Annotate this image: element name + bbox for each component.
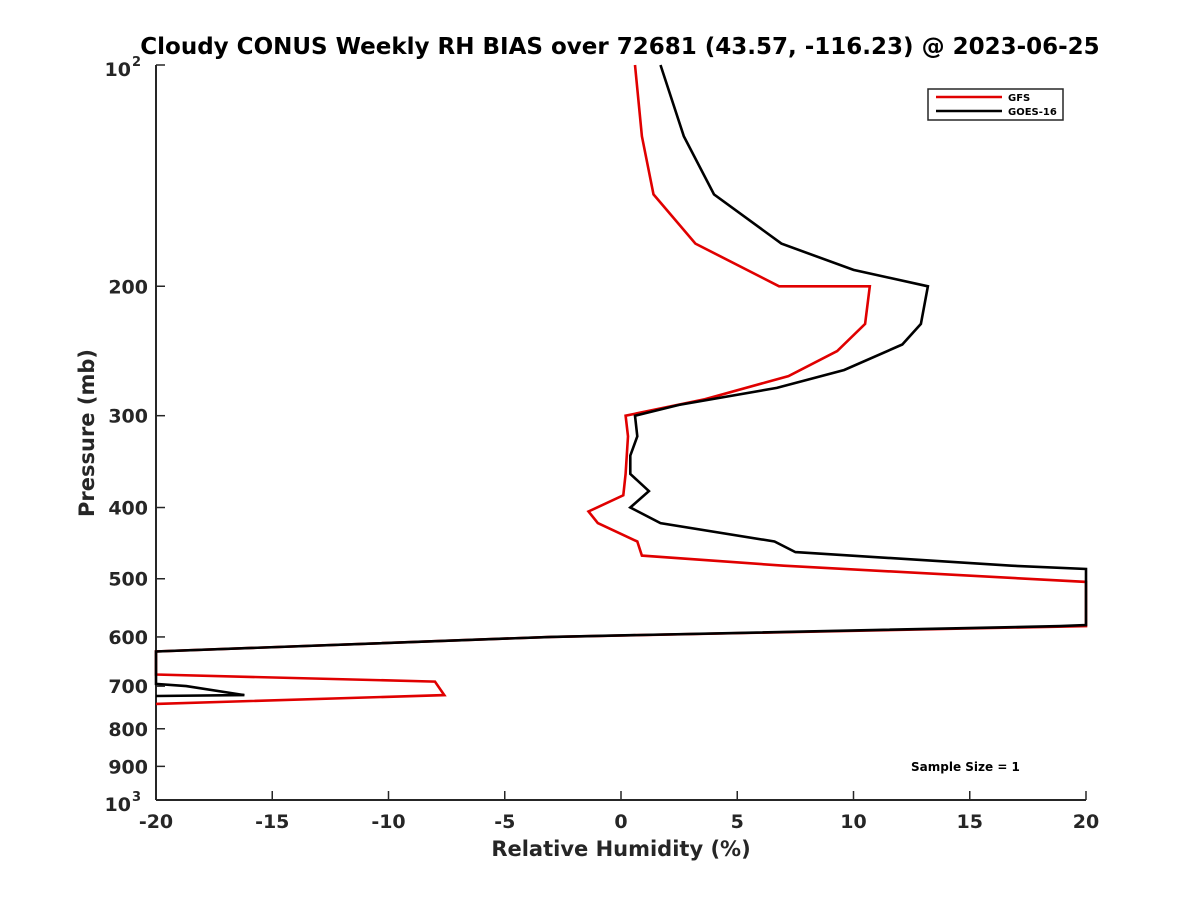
y-tick-label-exponent: 2 xyxy=(132,55,141,70)
x-tick-label: 10 xyxy=(840,811,866,833)
x-tick-label: 15 xyxy=(957,811,983,833)
x-tick-layer: -20 -15 -10 -5 0 5 10 15 20 xyxy=(139,791,1099,833)
x-tick-label: -20 xyxy=(139,811,173,833)
series-line-gfs xyxy=(154,64,1088,706)
y-tick-label-base: 10 xyxy=(105,59,131,81)
x-tick-label: -5 xyxy=(494,811,515,833)
series-line-goes16 xyxy=(154,64,1088,698)
y-tick-label: 500 xyxy=(108,569,148,591)
y-tick-label-base: 10 xyxy=(105,794,131,816)
x-tick-label: -15 xyxy=(255,811,289,833)
chart-title: Cloudy CONUS Weekly RH BIAS over 72681 (… xyxy=(140,34,1099,60)
y-tick-label: 300 xyxy=(108,406,148,428)
y-tick-label: 10 3 xyxy=(105,790,142,816)
legend: GFS GOES-16 xyxy=(927,88,1064,121)
legend-box xyxy=(927,88,1064,121)
y-tick-label: 800 xyxy=(108,719,148,741)
x-tick-label: 20 xyxy=(1073,811,1099,833)
x-tick-label: 5 xyxy=(731,811,744,833)
y-tick-label: 10 2 xyxy=(105,55,142,81)
y-tick-label: 700 xyxy=(108,676,148,698)
y-tick-label: 600 xyxy=(108,627,148,649)
x-tick-label: 0 xyxy=(614,811,627,833)
x-axis-label: Relative Humidity (%) xyxy=(491,837,750,861)
y-tick-label: 400 xyxy=(108,498,148,520)
y-tick-label: 200 xyxy=(108,276,148,298)
series-layer xyxy=(154,64,1088,706)
y-tick-label-exponent: 3 xyxy=(132,790,141,805)
legend-label-goes16: GOES-16 xyxy=(1008,107,1057,118)
x-tick-label: -10 xyxy=(371,811,405,833)
y-tick-label: 900 xyxy=(108,756,148,778)
y-axis-label: Pressure (mb) xyxy=(75,349,99,517)
legend-label-gfs: GFS xyxy=(1008,93,1030,104)
sample-size-annotation: Sample Size = 1 xyxy=(911,760,1020,774)
